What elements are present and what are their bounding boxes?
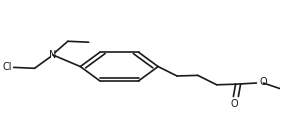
Text: N: N	[49, 50, 56, 60]
Text: O: O	[231, 99, 239, 109]
Text: O: O	[260, 77, 268, 87]
Text: Cl: Cl	[3, 62, 12, 72]
